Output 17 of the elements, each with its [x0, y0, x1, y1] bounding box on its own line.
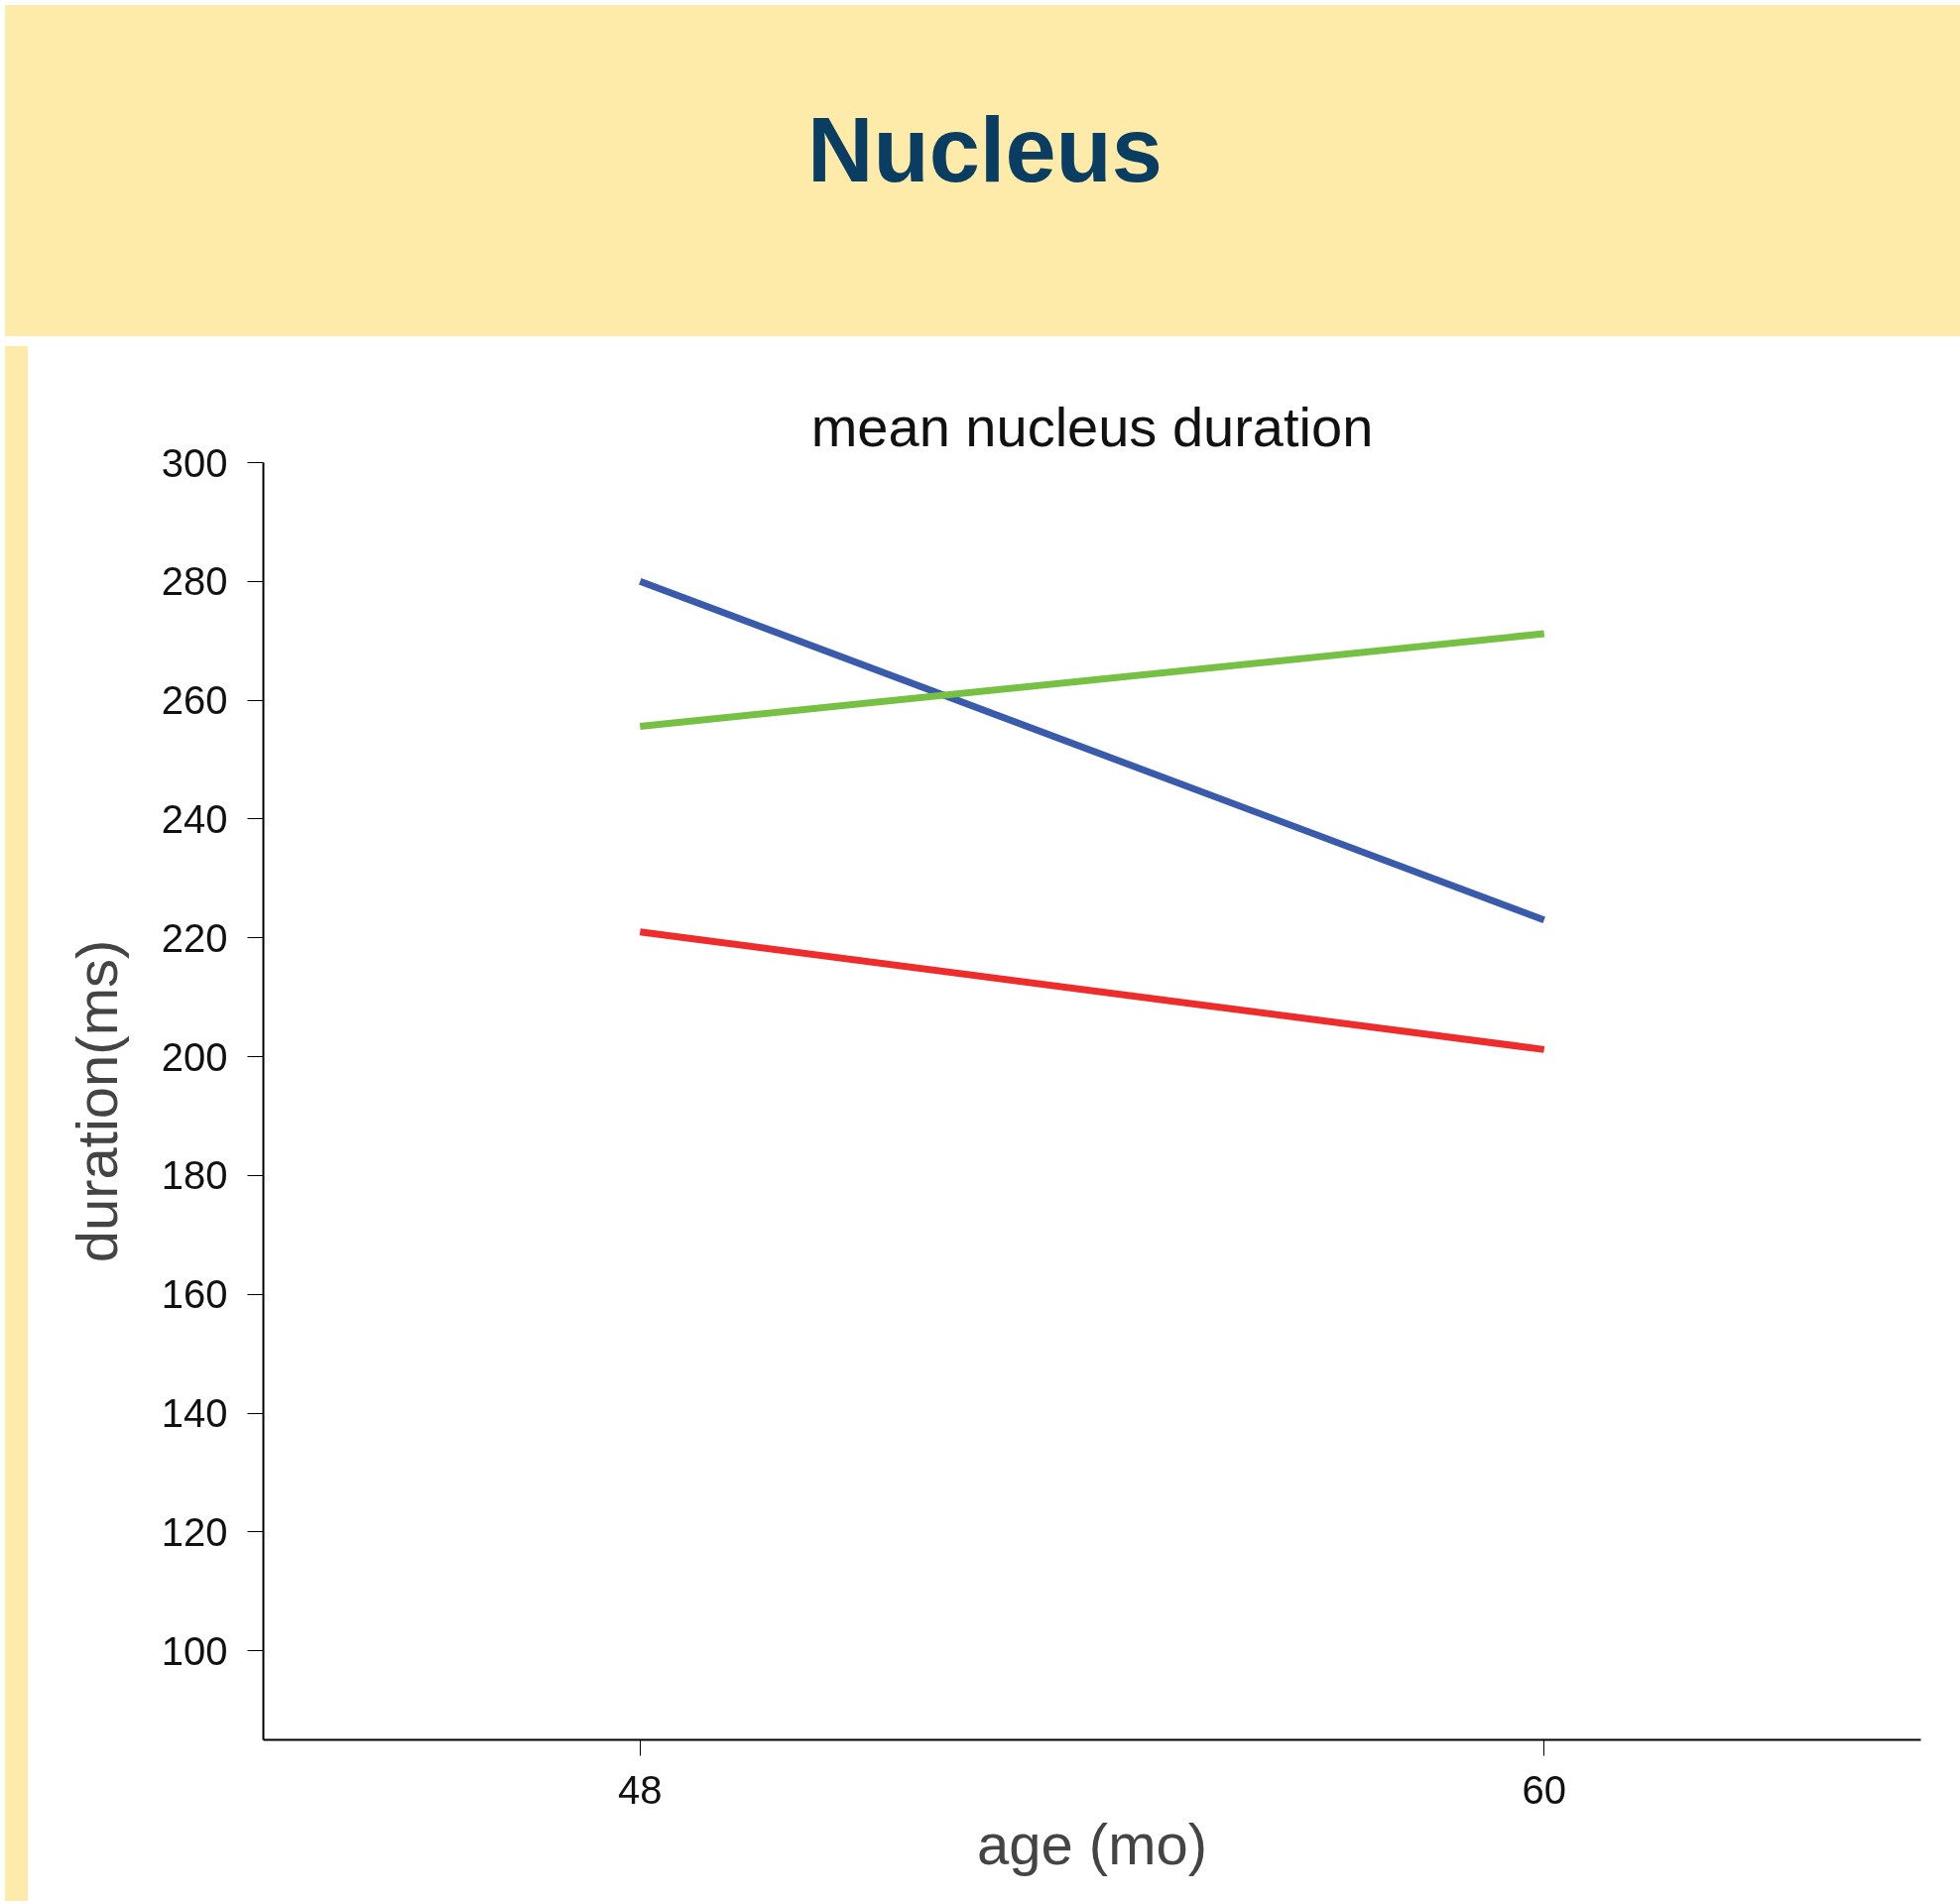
- y-tick-label: 300: [161, 440, 228, 485]
- y-tick-label: 220: [161, 915, 228, 960]
- x-axis-title: age (mo): [976, 1811, 1208, 1876]
- y-tick-label: 140: [161, 1391, 228, 1436]
- y-tick-label: 260: [161, 678, 228, 723]
- y-tick-label: 180: [161, 1153, 228, 1198]
- y-tick-label: 240: [161, 796, 228, 841]
- x-tick-label: 48: [618, 1767, 663, 1812]
- x-tick-label: 60: [1522, 1767, 1566, 1812]
- y-tick-label: 200: [161, 1034, 228, 1079]
- y-axis-title: duration(ms): [63, 939, 129, 1263]
- y-tick-label: 100: [161, 1628, 228, 1673]
- y-tick-label: 280: [161, 559, 228, 604]
- y-tick-label: 120: [161, 1509, 228, 1554]
- chart-title: Nucleus: [807, 98, 1163, 203]
- chart-subtitle: mean nucleus duration: [810, 395, 1374, 458]
- y-tick-label: 160: [161, 1272, 228, 1317]
